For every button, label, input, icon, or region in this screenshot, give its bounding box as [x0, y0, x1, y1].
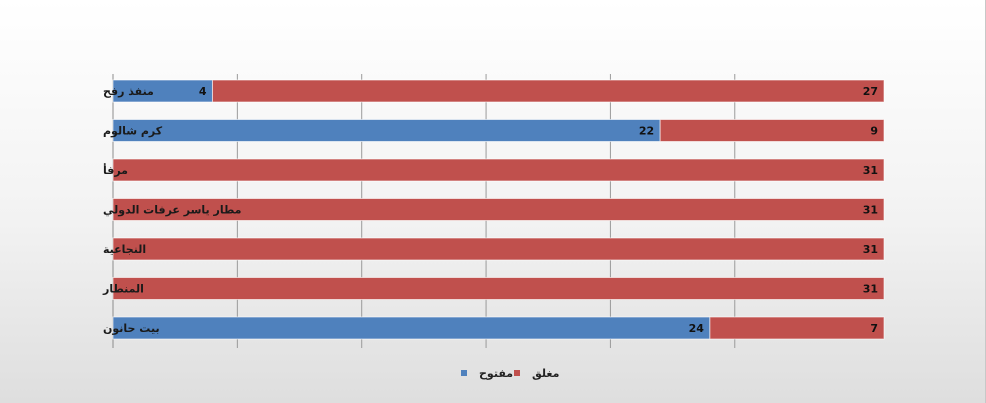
- bar-segment-closed: [659, 119, 885, 142]
- category-label: بيت حانون: [103, 322, 160, 335]
- labels-layer: 4 27 منفذ رفح 22 9 كرم شالوم 31 مرفأ 31 مطار ياسر…: [102, 85, 878, 335]
- legend-label: مفتوح: [479, 367, 513, 380]
- bars-layer: [112, 79, 885, 340]
- category-label: مرفأ: [103, 163, 128, 177]
- category-label: النجاعية: [103, 243, 146, 256]
- data-label: 31: [863, 243, 878, 256]
- data-label: 4: [199, 85, 207, 98]
- bar-segment-closed: [112, 237, 885, 261]
- bar-segment-open: [112, 119, 661, 142]
- category-label: منفذ رفح: [103, 85, 154, 98]
- category-label: مطار ياسر عرفات الدولي: [103, 204, 242, 217]
- data-label: 27: [863, 85, 878, 98]
- legend-label: مغلق: [532, 367, 559, 380]
- data-label: 7: [870, 322, 878, 335]
- bar-segment-closed: [709, 316, 885, 340]
- legend-swatch: [461, 370, 467, 376]
- legend: مغلق مفتوح: [461, 367, 559, 380]
- bar-segment-closed: [112, 158, 885, 182]
- data-label: 31: [863, 283, 878, 296]
- bar-segment-closed: [112, 277, 885, 300]
- category-label: المنطار: [102, 283, 144, 296]
- data-label: 31: [863, 164, 878, 177]
- data-label: 9: [870, 125, 878, 138]
- legend-swatch: [514, 370, 520, 376]
- data-label: 31: [863, 204, 878, 217]
- category-label: كرم شالوم: [103, 125, 163, 138]
- data-label: 24: [689, 322, 705, 335]
- bar-segment-closed: [112, 198, 885, 221]
- data-label: 22: [639, 125, 654, 138]
- bar-segment-closed: [211, 79, 885, 103]
- bar-segment-open: [112, 316, 711, 340]
